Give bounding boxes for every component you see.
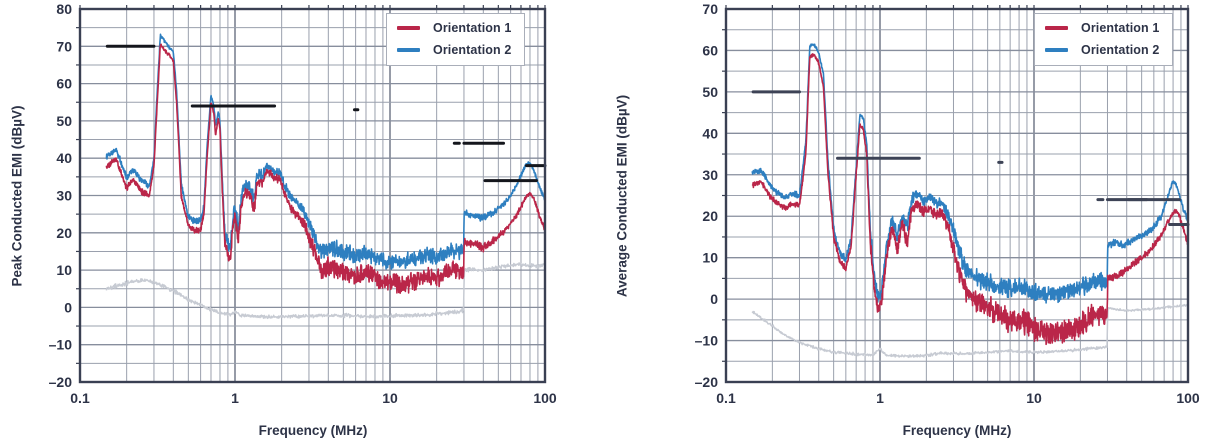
legend-label: Orientation 1: [1081, 21, 1160, 35]
y-tick-label: 50: [702, 84, 718, 100]
x-axis-title: Frequency (MHz): [902, 423, 1012, 438]
y-axis-title-average: Average Conducted EMI (dBµV): [614, 94, 630, 298]
y-tick-label: 40: [56, 150, 72, 166]
legend-item-orientation-2: Orientation 2: [1045, 41, 1159, 59]
series-orientation-2: [751, 43, 1188, 304]
legend-label: Orientation 2: [433, 43, 512, 57]
orientation-2-swatch: [1045, 48, 1068, 52]
x-tick-label: 100: [533, 390, 557, 406]
x-tick-label: 100: [1176, 390, 1200, 406]
y-tick-label: 0: [710, 291, 718, 307]
legend-item-orientation-1: Orientation 1: [397, 19, 511, 37]
y-tick-label: 30: [702, 167, 718, 183]
series-noise-floor: [105, 262, 545, 320]
legend-item-orientation-2: Orientation 2: [397, 41, 511, 59]
y-tick-label: 40: [702, 125, 718, 141]
x-tick-label: 0.1: [70, 390, 90, 406]
x-axis-title: Frequency (MHz): [258, 423, 368, 438]
legend-label: Orientation 2: [1081, 43, 1160, 57]
y-tick-label: –20: [49, 374, 73, 390]
series-orientation-2: [105, 33, 545, 270]
series-noise-floor: [751, 303, 1188, 359]
plot-border: [78, 7, 547, 384]
y-tick-label: 80: [56, 1, 72, 17]
y-tick-label: 20: [702, 208, 718, 224]
x-tick-label: 1: [231, 390, 239, 406]
limit-lines: [105, 44, 547, 183]
legend: Orientation 1 Orientation 2: [386, 13, 526, 66]
x-tick-label: 10: [382, 390, 398, 406]
x-tick-label: 0.1: [716, 390, 736, 406]
y-tick-label: 10: [56, 262, 72, 278]
orientation-1-swatch: [1045, 26, 1068, 30]
y-axis-title-peak: Peak Conducted EMI (dBµV): [9, 105, 25, 287]
traces: [751, 43, 1188, 359]
y-tick-label: 70: [56, 38, 72, 54]
y-tick-label: –20: [695, 374, 719, 390]
x-tick-label: 1: [876, 390, 884, 406]
y-tick-label: 60: [56, 76, 72, 92]
y-tick-label: –10: [49, 337, 73, 353]
y-tick-label: 10: [702, 250, 718, 266]
plot-border: [724, 7, 1190, 384]
orientation-1-swatch: [397, 26, 420, 30]
orientation-2-swatch: [397, 48, 420, 52]
y-tick-label: 20: [56, 225, 72, 241]
series-orientation-1: [105, 43, 545, 294]
y-tick-label: –10: [695, 333, 719, 349]
x-tick-label: 10: [1026, 390, 1042, 406]
peak-emi-chart: 80 70 60 50 40 30 20 10 0 –10 –20 0.1 1 10 100 Peak Co…: [9, 1, 557, 438]
legend-label: Orientation 1: [433, 21, 512, 35]
y-tick-label: 30: [56, 188, 72, 204]
average-emi-chart: 70 60 50 40 30 20 10 0 –10 –20 0.1 1 10 100 Average C…: [605, 0, 1209, 447]
limit-lines: [751, 90, 1190, 227]
y-tick-label: 0: [64, 299, 72, 315]
y-tick-label: 60: [702, 42, 718, 58]
legend: Orientation 1 Orientation 2: [1034, 13, 1174, 66]
y-tick-label: 50: [56, 113, 72, 129]
series-orientation-1: [751, 53, 1188, 346]
legend-item-orientation-1: Orientation 1: [1045, 19, 1159, 37]
y-tick-label: 70: [702, 1, 718, 17]
traces: [105, 33, 545, 320]
